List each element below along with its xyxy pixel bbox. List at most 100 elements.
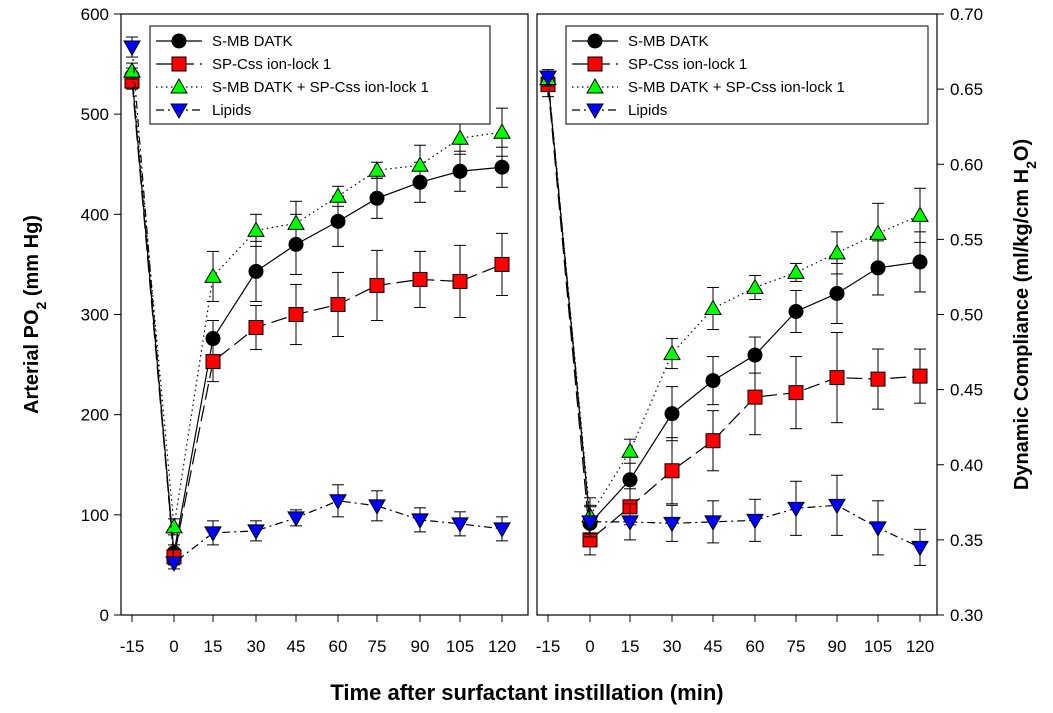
legend-marker xyxy=(171,56,187,72)
x-tick-label: 60 xyxy=(746,637,765,656)
data-point xyxy=(452,273,468,289)
legend-label: SP-Css ion-lock 1 xyxy=(628,56,747,73)
legend: S-MB DATK SP-Css ion-lock 1 S-MB DATK + SP… xyxy=(149,25,491,125)
y-tick-label: 0.65 xyxy=(950,80,983,99)
legend-label: SP-Css ion-lock 1 xyxy=(212,56,331,73)
data-point xyxy=(165,517,183,534)
x-tick-label: 75 xyxy=(368,637,387,656)
data-point xyxy=(911,540,929,557)
data-point xyxy=(788,385,804,401)
series-lipids xyxy=(539,69,929,566)
data-point xyxy=(869,521,887,537)
data-point xyxy=(204,267,222,283)
y-tick-label: 400 xyxy=(81,205,109,224)
data-point xyxy=(664,463,680,479)
series-line xyxy=(547,77,921,548)
legend-label: S-MB DATK + SP-Css ion-lock 1 xyxy=(628,79,845,96)
series-sp-css-ion-lock-1 xyxy=(540,72,928,556)
series-s-mb-datk xyxy=(540,72,928,542)
data-point xyxy=(539,70,557,87)
data-point xyxy=(329,187,347,203)
data-point xyxy=(123,62,141,78)
data-point xyxy=(204,526,222,542)
legend-box xyxy=(565,25,929,125)
y-tick-label: 100 xyxy=(81,506,109,525)
right-panel-dynamic-compliance: -15 0 15 30 45 60 75 90 105 120 0.30 0.35 0.40 0.45 0.… xyxy=(536,5,1039,656)
data-point xyxy=(368,499,386,515)
legend-label: S-MB DATK xyxy=(628,33,709,50)
data-point xyxy=(829,370,845,386)
legend-label: S-MB DATK + SP-Css ion-lock 1 xyxy=(212,79,429,96)
data-point xyxy=(369,277,385,293)
y-tick-label: 500 xyxy=(81,105,109,124)
data-point xyxy=(911,206,929,222)
x-tick-label: 90 xyxy=(411,637,430,656)
legend-marker xyxy=(586,77,604,94)
x-tick-label: 75 xyxy=(787,637,806,656)
y-tick-label: 0.55 xyxy=(950,230,983,249)
data-point xyxy=(870,371,886,387)
data-point xyxy=(787,263,805,279)
data-point xyxy=(829,285,845,301)
y-axis-title: Dynamic Compliance (ml/kg/cm H2O) xyxy=(1011,139,1039,490)
x-tick-label: 45 xyxy=(704,637,723,656)
data-point xyxy=(622,472,638,488)
series-s-mb-datk-sp-css-ion-lock-1 xyxy=(539,69,929,535)
data-point xyxy=(287,511,305,527)
data-point xyxy=(247,221,265,237)
data-point xyxy=(248,320,264,336)
data-point xyxy=(165,556,183,572)
series-sp-css-ion-lock-1 xyxy=(124,72,510,566)
legend-marker xyxy=(170,103,188,120)
x-tick-label: 120 xyxy=(488,637,516,656)
left-panel-arterial-po2: -15 0 15 30 45 60 75 90 105 120 0 100 200 300 400 500 60… xyxy=(21,5,529,656)
series-line xyxy=(131,81,503,558)
data-point xyxy=(747,389,763,405)
data-point xyxy=(329,494,347,510)
x-tick-label: 30 xyxy=(663,637,682,656)
data-point xyxy=(452,163,468,179)
legend-marker xyxy=(587,33,603,49)
y-tick-label: 0.40 xyxy=(950,456,983,475)
series-s-mb-datk-sp-css-ion-lock-1 xyxy=(123,62,511,536)
data-point xyxy=(621,442,639,458)
data-point xyxy=(494,256,510,272)
x-tick-label: -15 xyxy=(120,637,145,656)
data-point xyxy=(705,433,721,449)
legend-marker xyxy=(170,77,188,94)
data-point xyxy=(869,224,887,240)
y-tick-label: 300 xyxy=(81,306,109,325)
data-point xyxy=(828,498,846,515)
data-point xyxy=(704,299,722,315)
x-tick-label: 0 xyxy=(585,637,594,656)
x-tick-label: 90 xyxy=(828,637,847,656)
x-tick-label: 105 xyxy=(864,637,892,656)
y-tick-label: 0.35 xyxy=(950,531,983,550)
legend-label: Lipids xyxy=(628,102,667,119)
series-line xyxy=(547,84,921,542)
series-line xyxy=(547,78,921,518)
data-point xyxy=(787,501,805,518)
data-point xyxy=(451,129,469,145)
data-point xyxy=(705,373,721,389)
data-point xyxy=(248,263,264,279)
x-tick-label: 15 xyxy=(621,637,640,656)
x-tick-label: 45 xyxy=(287,637,306,656)
y-tick-label: 0.70 xyxy=(950,5,983,24)
data-point xyxy=(247,524,265,540)
y-tick-label: 0.45 xyxy=(950,381,983,400)
data-point xyxy=(493,123,511,139)
data-point xyxy=(746,513,764,530)
legend-marker xyxy=(587,56,603,72)
x-tick-label: 60 xyxy=(329,637,348,656)
x-tick-label: 15 xyxy=(204,637,223,656)
y-tick-label: 0.60 xyxy=(950,155,983,174)
data-point xyxy=(788,303,804,319)
legend: S-MB DATK SP-Css ion-lock 1 S-MB DATK + SP… xyxy=(565,25,929,125)
data-point xyxy=(123,40,141,57)
x-tick-label: 30 xyxy=(247,637,266,656)
series-line xyxy=(131,76,503,554)
data-point xyxy=(451,517,469,533)
data-point xyxy=(746,278,764,294)
